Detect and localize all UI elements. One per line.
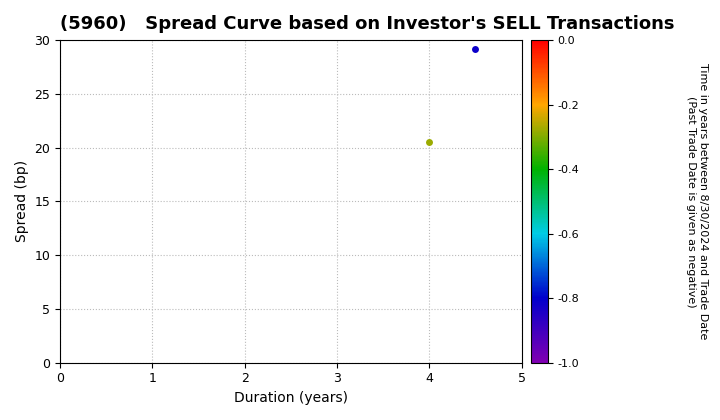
Point [423,139,435,146]
X-axis label: Duration (years): Duration (years) [234,391,348,405]
Text: (5960)   Spread Curve based on Investor's SELL Transactions: (5960) Spread Curve based on Investor's … [60,15,675,33]
Y-axis label: Spread (bp): Spread (bp) [15,160,29,242]
Y-axis label: Time in years between 8/30/2024 and Trade Date
(Past Trade Date is given as nega: Time in years between 8/30/2024 and Trad… [686,63,708,340]
Point [469,45,481,52]
